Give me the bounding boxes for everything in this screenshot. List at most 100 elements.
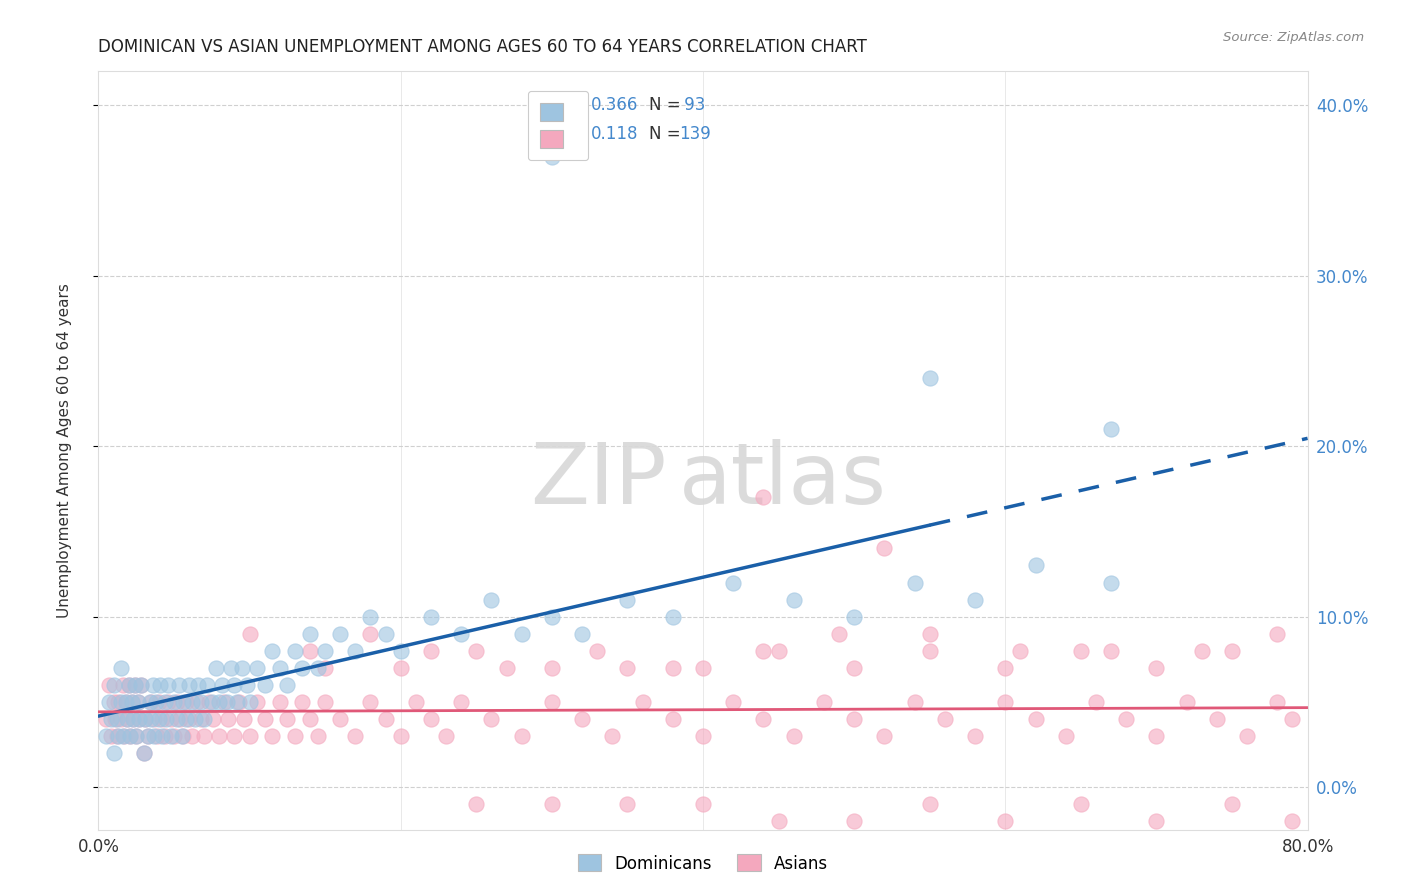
Point: [389, 661, 412, 675]
Point: [143, 729, 166, 743]
Point: [420, 643, 443, 657]
Point: [110, 712, 132, 726]
Point: [153, 695, 176, 709]
Point: [124, 678, 146, 692]
Point: [1099, 643, 1122, 657]
Point: [228, 695, 250, 709]
Point: [540, 797, 562, 811]
Text: R =: R =: [540, 125, 581, 143]
Point: [179, 712, 201, 726]
Point: [129, 678, 152, 692]
Point: [215, 695, 238, 709]
Point: [115, 712, 138, 726]
Point: [107, 729, 129, 743]
Point: [405, 695, 427, 709]
Point: [540, 661, 562, 675]
Point: [221, 661, 243, 675]
Point: [344, 729, 367, 743]
Point: [174, 712, 197, 726]
Point: [965, 729, 987, 743]
Point: [181, 729, 204, 743]
Point: [103, 695, 125, 709]
Point: [139, 695, 162, 709]
Point: [142, 678, 165, 692]
Point: [174, 695, 197, 709]
Point: [844, 712, 866, 726]
Point: [1281, 712, 1303, 726]
Point: [994, 695, 1017, 709]
Point: [146, 729, 169, 743]
Point: [120, 729, 142, 743]
Point: [420, 609, 443, 624]
Point: [344, 643, 367, 657]
Point: [197, 695, 219, 709]
Point: [631, 695, 654, 709]
Point: [134, 712, 156, 726]
Point: [104, 712, 127, 726]
Point: [118, 678, 141, 692]
Point: [239, 729, 262, 743]
Point: [98, 695, 121, 709]
Point: [360, 609, 382, 624]
Point: [360, 695, 382, 709]
Point: [153, 729, 176, 743]
Point: [115, 712, 138, 726]
Point: [374, 712, 396, 726]
Point: [125, 729, 148, 743]
Point: [1267, 695, 1289, 709]
Text: Source: ZipAtlas.com: Source: ZipAtlas.com: [1223, 31, 1364, 45]
Point: [1220, 797, 1243, 811]
Point: [269, 695, 291, 709]
Point: [208, 729, 231, 743]
Point: [602, 729, 624, 743]
Point: [122, 712, 145, 726]
Point: [235, 678, 257, 692]
Point: [586, 643, 609, 657]
Point: [284, 643, 307, 657]
Point: [246, 695, 269, 709]
Point: [1115, 712, 1137, 726]
Point: [143, 712, 166, 726]
Point: [262, 643, 284, 657]
Point: [873, 541, 896, 556]
Point: [307, 729, 329, 743]
Point: [314, 661, 336, 675]
Point: [828, 626, 851, 640]
Point: [873, 729, 896, 743]
Point: [616, 661, 638, 675]
Point: [103, 746, 125, 760]
Point: [156, 695, 179, 709]
Text: R =: R =: [540, 96, 576, 114]
Point: [783, 729, 806, 743]
Point: [129, 678, 152, 692]
Point: [844, 814, 866, 828]
Point: [208, 695, 231, 709]
Point: [217, 712, 239, 726]
Point: [495, 661, 517, 675]
Point: [540, 609, 562, 624]
Point: [186, 695, 208, 709]
Point: [723, 695, 745, 709]
Point: [1267, 626, 1289, 640]
Point: [291, 695, 314, 709]
Point: [1144, 814, 1167, 828]
Point: [965, 592, 987, 607]
Point: [692, 661, 714, 675]
Text: ZIP: ZIP: [530, 439, 666, 523]
Point: [291, 661, 314, 675]
Point: [125, 729, 148, 743]
Point: [190, 695, 212, 709]
Point: [112, 729, 135, 743]
Point: [314, 643, 336, 657]
Point: [616, 592, 638, 607]
Y-axis label: Unemployment Among Ages 60 to 64 years: Unemployment Among Ages 60 to 64 years: [58, 283, 72, 618]
Point: [1191, 643, 1213, 657]
Point: [299, 712, 322, 726]
Point: [211, 678, 233, 692]
Point: [284, 729, 307, 743]
Text: N =: N =: [648, 96, 686, 114]
Point: [465, 797, 488, 811]
Point: [420, 712, 443, 726]
Point: [231, 661, 253, 675]
Point: [1024, 712, 1046, 726]
